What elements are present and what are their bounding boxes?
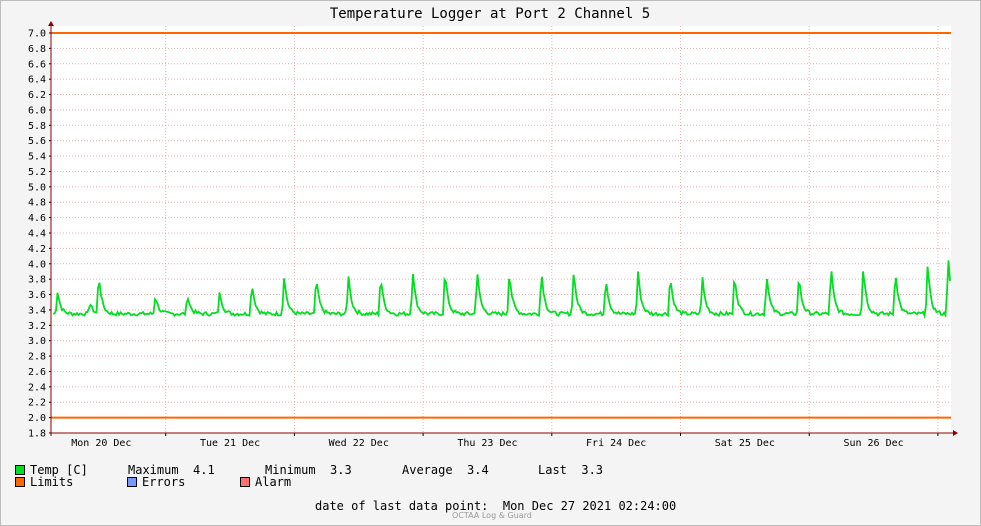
y-axis-arrow	[48, 21, 54, 26]
chart-title: Temperature Logger at Port 2 Channel 5	[330, 6, 650, 22]
last-data-point: date of last data point: Mon Dec 27 2021…	[315, 499, 676, 513]
min-value: 3.3	[330, 463, 352, 477]
legend-temp: Temp [C]	[30, 463, 88, 477]
y-tick-label: 5.8	[28, 121, 46, 132]
x-tick-label: Fri 24 Dec	[586, 438, 646, 449]
y-tick-label: 3.2	[28, 321, 46, 332]
limit-lines	[51, 32, 951, 419]
y-tick-label: 5.4	[28, 152, 46, 163]
avg-value: 3.4	[467, 463, 489, 477]
legend-errors: Errors	[127, 475, 185, 489]
x-axis-ticks: Mon 20 Dec Tue 21 Dec Wed 22 Dec Thu 23 Dec…	[71, 433, 939, 449]
temp-swatch	[15, 465, 25, 475]
last-value: 3.3	[581, 463, 604, 477]
x-tick-label: Mon 20 Dec	[71, 438, 131, 449]
legend-row-1: Temp [C]	[15, 463, 88, 477]
y-tick-label: 6.6	[28, 59, 46, 70]
legend-max: Maximum 4.1	[128, 463, 215, 477]
y-tick-label: 2.6	[28, 367, 46, 378]
y-tick-label: 7.0	[28, 29, 46, 40]
y-tick-label: 1.8	[28, 429, 46, 440]
y-tick-label: 4.6	[28, 213, 46, 224]
y-tick-label: 4.4	[28, 229, 46, 240]
y-tick-label: 5.6	[28, 136, 46, 147]
avg-label: Average	[402, 463, 453, 477]
limits-label: Limits	[30, 475, 74, 489]
y-tick-label: 2.0	[28, 413, 46, 424]
last-point-value: Mon Dec 27 2021 02:24:00	[502, 499, 677, 513]
y-tick-label: 2.8	[28, 352, 46, 363]
max-label: Maximum	[128, 463, 179, 477]
legend-limits: Limits	[15, 475, 73, 489]
y-tick-label: 3.4	[28, 305, 46, 316]
errors-label: Errors	[142, 475, 186, 489]
y-axis-ticks: 7.0 6.8 6.6 6.4 6.2 6.0 5.8 5.6 5.4 5.2 5.0 4.8 4.6 4…	[28, 29, 51, 440]
x-tick-label: Thu 23 Dec	[457, 438, 517, 449]
y-tick-label: 4.8	[28, 198, 46, 209]
y-tick-label: 3.6	[28, 290, 46, 301]
x-tick-label: Sun 26 Dec	[843, 438, 903, 449]
grid	[51, 26, 951, 433]
x-tick-label: Sat 25 Dec	[715, 438, 775, 449]
max-value: 4.1	[193, 463, 215, 477]
y-tick-label: 5.0	[28, 182, 46, 193]
y-tick-label: 6.4	[28, 75, 46, 86]
alarm-swatch	[240, 477, 250, 487]
x-tick-label: Wed 22 Dec	[329, 438, 389, 449]
min-label: Minimum	[265, 463, 316, 477]
y-tick-label: 6.2	[28, 90, 46, 101]
last-label: Last	[538, 463, 567, 477]
y-tick-label: 6.8	[28, 44, 46, 55]
legend-last: Last 3.3	[538, 463, 603, 477]
y-tick-label: 3.8	[28, 275, 46, 286]
last-point-label: date of last data point:	[315, 499, 489, 513]
x-tick-label: Tue 21 Dec	[200, 438, 260, 449]
limits-swatch	[15, 477, 25, 487]
legend-alarm: Alarm	[240, 475, 291, 489]
y-tick-label: 4.2	[28, 244, 46, 255]
y-tick-label: 4.0	[28, 259, 46, 270]
legend-avg: Average 3.4	[402, 463, 489, 477]
errors-swatch	[127, 477, 137, 487]
legend-min: Minimum 3.3	[265, 463, 352, 477]
credit-text: OCTAA Log & Guard	[452, 511, 532, 520]
alarm-label: Alarm	[255, 475, 292, 489]
y-tick-label: 3.0	[28, 336, 46, 347]
y-tick-label: 5.2	[28, 167, 46, 178]
y-tick-label: 2.2	[28, 398, 46, 409]
axes	[48, 21, 958, 436]
x-axis-arrow	[953, 430, 958, 436]
series-temp-line	[52, 260, 951, 320]
y-tick-label: 2.4	[28, 382, 46, 393]
plot-area	[51, 26, 951, 433]
y-tick-label: 6.0	[28, 105, 46, 116]
